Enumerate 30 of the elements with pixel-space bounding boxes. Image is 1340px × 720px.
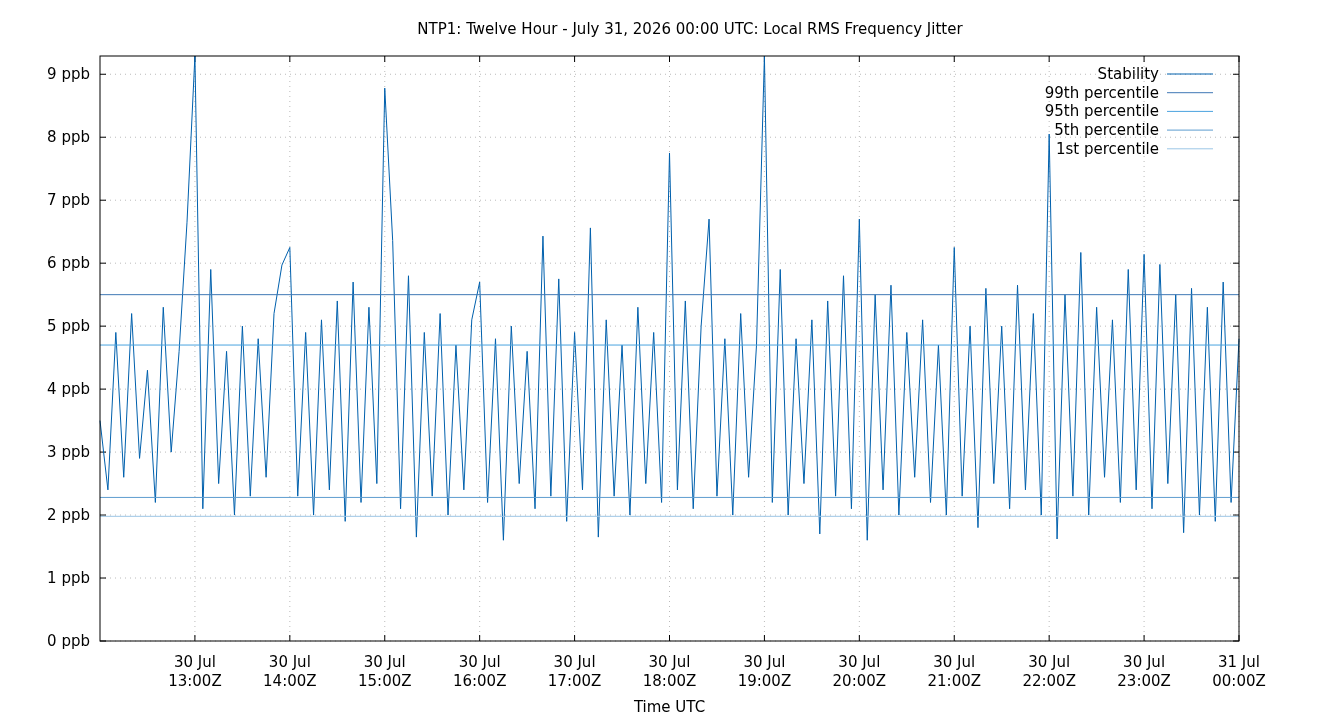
x-tick-label: 31 Jul 00:00Z: [1212, 653, 1266, 690]
x-tick-label: 30 Jul 22:00Z: [1022, 653, 1076, 690]
x-tick-label: 30 Jul 23:00Z: [1117, 653, 1171, 690]
y-tick-label: 9 ppb: [47, 65, 90, 84]
x-tick-label: 30 Jul 19:00Z: [737, 653, 792, 690]
y-tick-label: 0 ppb: [47, 632, 90, 650]
chart-title: NTP1: Twelve Hour - July 31, 2026 00:00 UTC: Local RMS Frequency Jitter: [417, 20, 964, 38]
y-tick-label: 3 ppb: [47, 443, 90, 462]
x-tick-label: 30 Jul 16:00Z: [452, 653, 507, 690]
x-tick-label: 30 Jul 21:00Z: [927, 653, 982, 690]
y-tick-label: 1 ppb: [47, 569, 90, 588]
legend-label: Stability: [1097, 65, 1160, 83]
y-tick-label: 2 ppb: [47, 506, 90, 525]
legend-label: 5th percentile: [1054, 121, 1159, 140]
x-tick-label: 30 Jul 14:00Z: [263, 653, 317, 690]
legend-label: 99th percentile: [1044, 83, 1159, 102]
y-tick-label: 8 ppb: [47, 128, 90, 147]
x-tick-label: 30 Jul 18:00Z: [642, 653, 697, 690]
y-tick-label: 4 ppb: [47, 380, 90, 399]
line-series: [99, 55, 1240, 541]
legend-label: 1st percentile: [1055, 139, 1159, 158]
x-tick-label: 30 Jul 20:00Z: [832, 653, 887, 690]
x-tick-label: 30 Jul 17:00Z: [547, 653, 602, 690]
y-tick-label: 5 ppb: [47, 317, 90, 336]
y-tick-label: 6 ppb: [47, 254, 90, 273]
x-tick-label: 30 Jul 13:00Z: [168, 653, 222, 690]
x-axis-title: Time UTC: [632, 698, 706, 716]
y-tick-label: 7 ppb: [47, 191, 90, 210]
x-tick-label: 30 Jul 15:00Z: [357, 653, 412, 690]
legend-label: 95th percentile: [1044, 102, 1159, 121]
